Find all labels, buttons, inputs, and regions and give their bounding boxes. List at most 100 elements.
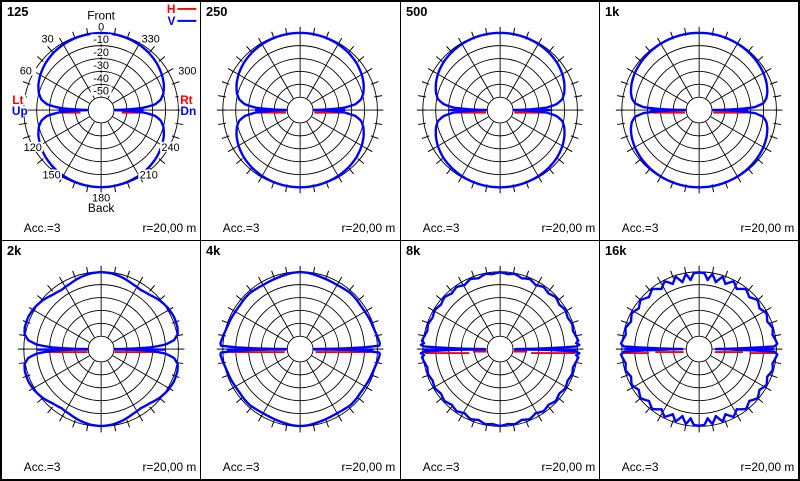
panel-frequency-label: 16k [605,243,627,258]
legend-h-label: H [167,2,176,16]
label-mask [160,141,181,152]
distance-label: r=20,00 m [740,460,794,474]
polar-plot-16k: 16k Acc.=3 r=20,00 m [605,243,794,474]
distance-label: r=20,00 m [342,221,396,235]
polar-panel-1k: 1k Acc.=3 r=20,00 m [599,2,798,240]
distance-label: r=20,00 m [142,460,196,474]
db-ring [486,96,513,124]
v-curve [619,271,779,427]
label-mask [15,65,37,76]
db-ring [87,96,115,124]
label-mask [22,141,44,152]
db-ring [287,335,314,363]
panel-frequency-label: 8k [405,243,420,258]
label-mask [180,106,197,117]
polar-panel-500: 500 Acc.=3 r=20,00 m [400,2,599,240]
distance-label: r=20,00 m [342,460,396,474]
accuracy-label: Acc.=3 [422,221,459,235]
angle-label-150: 150 [42,170,60,182]
back-label: Back [88,201,114,215]
distance-label: r=20,00 m [541,221,595,235]
label-mask [37,33,59,44]
angle-label-30: 30 [42,34,54,46]
label-mask [90,47,112,58]
accuracy-label: Acc.=3 [223,460,260,474]
polar-grid [217,26,384,194]
db-ring-label: -40 [93,73,109,85]
panel-frequency-label: 2k [7,243,22,258]
v-curve [37,31,166,189]
accuracy-label: Acc.=3 [24,460,61,474]
distance-label: r=20,00 m [541,460,595,474]
label-mask [140,33,162,44]
db-ring-label: 0 [98,21,104,33]
db-ring-label: -50 [93,86,109,98]
label-mask [90,192,112,203]
polar-plot-250: 250 Acc.=3 r=20,00 m [206,4,396,235]
panel-frequency-label: 4k [206,243,221,258]
db-ring [87,335,115,363]
v-curve [629,31,769,189]
angle-label-60: 60 [20,65,32,77]
v-curve [219,270,382,428]
polar-plot-4k: 4k Acc.=3 r=20,00 m [206,243,396,474]
db-ring [486,335,513,363]
angle-label-180: 180 [92,192,110,204]
polar-panel-250: 250 Acc.=3 r=20,00 m [201,2,400,240]
label-mask [90,21,112,32]
angle-label-120: 120 [24,142,42,154]
label-mask [90,72,112,83]
plane-label-rt: Rt [180,93,193,107]
accuracy-label: Acc.=3 [622,460,659,474]
angle-label-210: 210 [140,170,158,182]
accuracy-label: Acc.=3 [24,221,61,235]
polar-plot-2k: 2k Acc.=3 r=20,00 m [7,243,196,474]
angle-label-330: 330 [142,34,160,46]
polar-grid [416,26,583,194]
polar-plot-1k: 1k Acc.=3 r=20,00 m [605,4,794,235]
label-mask [178,95,195,106]
label-mask [90,60,112,70]
v-curve [419,271,581,428]
v-curve [23,270,179,428]
db-ring-label: -10 [93,34,109,46]
label-mask [90,85,112,96]
plane-label-up: Up [12,104,28,118]
label-mask [90,34,112,45]
polar-grid [615,26,783,194]
axis-annotations: HV Front Back 30 330 60 300 120 240 150 210 180 LtUp… [9,2,198,215]
polar-panel-2k: 2k Acc.=3 r=20,00 m [2,241,201,479]
label-mask [41,169,62,180]
label-mask [9,95,26,106]
plane-label-lt: Lt [12,93,23,107]
polar-panel-125: 125 Acc.=3 r=20,00 m H V Front Back 30 330 60 300 1… [2,2,201,240]
db-ring-label: -20 [93,47,109,59]
label-mask [138,169,160,180]
v-curve [235,31,366,189]
panel-frequency-label: 500 [405,4,426,19]
accuracy-label: Acc.=3 [422,460,459,474]
db-ring [685,96,713,124]
v-curve [434,31,566,189]
distance-label: r=20,00 m [142,221,196,235]
panel-frequency-label: 250 [206,4,227,19]
polar-plot-500: 500 Acc.=3 r=20,00 m [405,4,595,235]
angle-label-300: 300 [178,65,196,77]
distance-label: r=20,00 m [740,221,794,235]
plane-label-dn: Dn [180,104,196,118]
h-curve [424,350,576,355]
polar-plot-125: 125 Acc.=3 r=20,00 m HV Front Back 30 330 60 300 1… [7,2,198,235]
label-mask [176,65,198,76]
polar-panel-4k: 4k Acc.=3 r=20,00 m [201,241,400,479]
db-ring-label: -30 [93,60,109,72]
accuracy-label: Acc.=3 [223,221,260,235]
angle-label-240: 240 [161,142,179,154]
panel-frequency-label: 125 [7,4,28,19]
polar-plot-8k: 8k Acc.=3 r=20,00 m [405,243,595,474]
front-label: Front [87,8,115,22]
legend-v-label: V [168,14,176,28]
panel-frequency-label: 1k [605,4,620,19]
polar-panel-16k: 16k Acc.=3 r=20,00 m [599,241,798,479]
polar-panel-8k: 8k Acc.=3 r=20,00 m [400,241,599,479]
